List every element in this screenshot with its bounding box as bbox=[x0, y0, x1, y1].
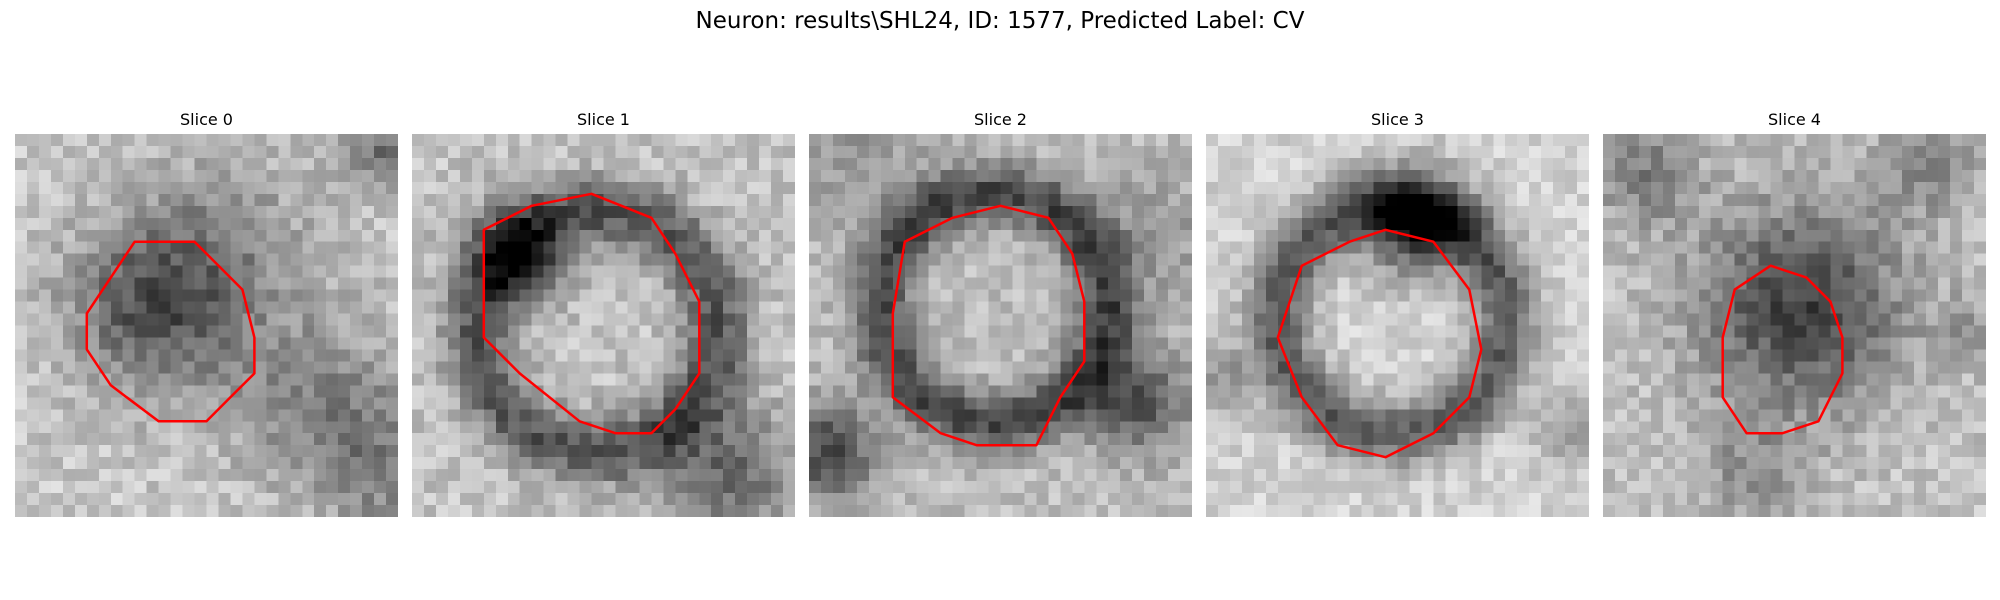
slice-title-2: Slice 2 bbox=[974, 110, 1027, 129]
slice-panel-0: Slice 0 bbox=[15, 108, 398, 517]
segmentation-contour bbox=[1721, 264, 1844, 435]
segmentation-contour bbox=[891, 204, 1086, 447]
slice-image-0 bbox=[15, 134, 398, 517]
slice-panel-4: Slice 4 bbox=[1603, 108, 1986, 517]
slice-panel-3: Slice 3 bbox=[1206, 108, 1589, 517]
slice-title-1: Slice 1 bbox=[577, 110, 630, 129]
slice-panel-1: Slice 1 bbox=[412, 108, 795, 517]
segmentation-contour bbox=[482, 192, 701, 435]
slice-image-2 bbox=[809, 134, 1192, 517]
slice-title-3: Slice 3 bbox=[1371, 110, 1424, 129]
slice-title-4: Slice 4 bbox=[1768, 110, 1821, 129]
slice-image-3 bbox=[1206, 134, 1589, 517]
slice-panel-2: Slice 2 bbox=[809, 108, 1192, 517]
segmentation-contour bbox=[1276, 228, 1483, 459]
segmentation-contour bbox=[85, 240, 256, 423]
figure-title: Neuron: results\SHL24, ID: 1577, Predict… bbox=[695, 8, 1305, 34]
slice-title-0: Slice 0 bbox=[180, 110, 233, 129]
slice-image-1 bbox=[412, 134, 795, 517]
slice-image-4 bbox=[1603, 134, 1986, 517]
